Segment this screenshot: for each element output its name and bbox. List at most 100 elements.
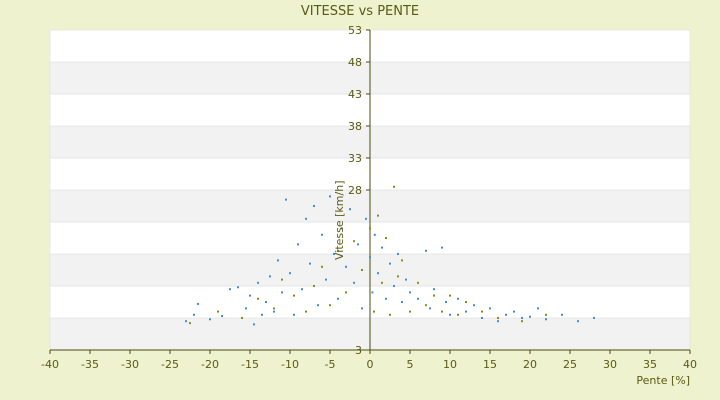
data-point bbox=[309, 262, 311, 265]
data-point bbox=[389, 313, 391, 316]
x-tick-label: -25 bbox=[161, 358, 179, 371]
data-point bbox=[425, 249, 427, 252]
chart-title: VITESSE vs PENTE bbox=[301, 4, 419, 19]
data-point bbox=[417, 297, 419, 300]
data-point bbox=[417, 281, 419, 284]
data-point bbox=[441, 246, 443, 249]
data-point bbox=[369, 256, 371, 259]
data-point bbox=[381, 246, 383, 249]
data-point bbox=[281, 278, 283, 281]
data-point bbox=[481, 317, 483, 319]
data-point bbox=[285, 198, 287, 201]
x-axis-label: Pente [%] bbox=[636, 374, 690, 387]
data-point bbox=[481, 310, 483, 313]
data-point bbox=[229, 288, 231, 291]
data-point bbox=[321, 233, 323, 236]
data-point bbox=[397, 253, 399, 255]
data-point bbox=[545, 313, 547, 316]
data-point bbox=[253, 323, 255, 326]
data-point bbox=[353, 240, 355, 243]
data-point bbox=[561, 313, 563, 316]
data-point bbox=[497, 317, 499, 319]
data-point bbox=[193, 313, 195, 316]
data-point bbox=[305, 217, 307, 220]
data-point bbox=[393, 285, 395, 287]
x-tick-label: -5 bbox=[325, 358, 336, 371]
x-tick-label: -15 bbox=[241, 358, 259, 371]
data-point bbox=[353, 281, 355, 284]
data-point bbox=[345, 291, 347, 294]
data-point bbox=[393, 185, 395, 188]
data-point bbox=[371, 291, 374, 294]
data-point bbox=[313, 285, 315, 287]
data-point bbox=[349, 208, 351, 211]
y-tick-label: 48 bbox=[348, 56, 362, 69]
data-point bbox=[449, 294, 451, 297]
data-point bbox=[273, 307, 275, 310]
data-point bbox=[409, 310, 411, 313]
data-point bbox=[377, 214, 379, 217]
x-tick-label: 40 bbox=[683, 358, 697, 371]
data-point bbox=[369, 227, 371, 230]
data-point bbox=[361, 307, 363, 310]
data-point bbox=[433, 288, 435, 291]
data-point bbox=[337, 297, 339, 300]
data-point bbox=[281, 291, 283, 294]
data-point bbox=[457, 313, 459, 316]
y-tick-label: 28 bbox=[348, 184, 362, 197]
data-point bbox=[249, 294, 251, 297]
data-point bbox=[409, 291, 411, 294]
data-point bbox=[497, 320, 499, 323]
data-point bbox=[389, 262, 391, 265]
data-point bbox=[537, 307, 539, 310]
data-point bbox=[289, 272, 291, 275]
data-point bbox=[473, 304, 475, 307]
data-point bbox=[237, 286, 239, 289]
x-tick-label: 5 bbox=[407, 358, 414, 371]
y-tick-label: 53 bbox=[348, 24, 362, 37]
data-point bbox=[377, 272, 379, 275]
data-point bbox=[521, 320, 523, 323]
data-point bbox=[465, 301, 467, 303]
x-tick-labels: -40 -35 -30 -25 -20 -15 -10 -5 0 5 10 15 20 25 30 35 40 bbox=[41, 350, 697, 371]
data-point bbox=[261, 313, 263, 316]
data-point bbox=[505, 313, 507, 316]
x-tick-label: -20 bbox=[201, 358, 219, 371]
x-tick-label: 35 bbox=[643, 358, 657, 371]
data-point bbox=[337, 249, 339, 252]
data-point bbox=[301, 288, 303, 291]
data-point bbox=[577, 320, 579, 323]
data-point bbox=[545, 318, 547, 321]
data-point bbox=[449, 313, 451, 316]
data-point bbox=[385, 297, 387, 300]
data-point bbox=[265, 301, 267, 303]
data-point bbox=[357, 243, 359, 246]
x-tick-label: 20 bbox=[523, 358, 537, 371]
x-tick-label: 15 bbox=[483, 358, 497, 371]
data-point bbox=[329, 195, 331, 198]
x-tick-label: 10 bbox=[443, 358, 457, 371]
data-point bbox=[257, 281, 259, 284]
data-point bbox=[345, 265, 347, 268]
data-point bbox=[333, 253, 335, 255]
data-point bbox=[293, 313, 295, 316]
data-point bbox=[221, 315, 223, 318]
data-point bbox=[185, 320, 187, 323]
y-axis-label: Vitesse [km/h] bbox=[333, 181, 346, 261]
y-tick-label: 38 bbox=[348, 120, 362, 133]
data-point bbox=[217, 310, 219, 313]
data-point bbox=[293, 294, 295, 297]
data-point bbox=[465, 310, 467, 313]
data-point bbox=[321, 265, 323, 268]
data-point bbox=[245, 307, 247, 310]
x-tick-label: -10 bbox=[281, 358, 299, 371]
data-point bbox=[405, 278, 407, 281]
x-tick-label: -30 bbox=[121, 358, 139, 371]
data-points bbox=[185, 185, 595, 326]
data-point bbox=[381, 281, 383, 284]
data-point bbox=[445, 301, 447, 303]
data-point bbox=[257, 297, 259, 300]
data-point bbox=[297, 243, 299, 246]
data-point bbox=[441, 310, 443, 313]
data-point bbox=[305, 310, 307, 313]
